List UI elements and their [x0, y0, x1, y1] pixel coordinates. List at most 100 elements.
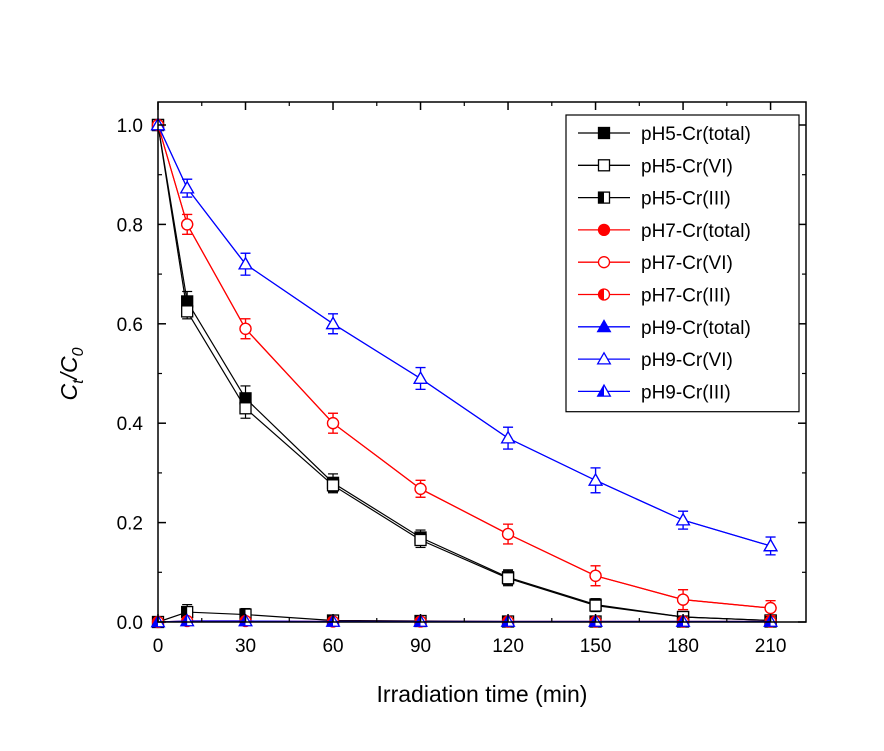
marker-shape	[676, 593, 690, 606]
data-point	[325, 316, 341, 330]
marker-shape	[180, 614, 188, 626]
marker-shape	[238, 256, 253, 270]
marker-shape	[239, 322, 252, 335]
data-point	[500, 430, 516, 444]
marker-shape	[326, 615, 334, 627]
marker-shape	[325, 316, 341, 330]
x-tick-label: 0	[153, 636, 164, 657]
data-point	[179, 180, 195, 194]
legend: pH5-Cr(total) pH5-Cr(VI) pH5-Cr(III) pH7-Cr…	[565, 114, 800, 413]
data-point	[675, 512, 691, 526]
y-axis-title-sub-t: t	[70, 379, 87, 384]
x-tick-label: 90	[410, 636, 431, 657]
data-point	[597, 256, 611, 269]
data-point	[763, 538, 779, 552]
x-axis-ticks: 0 30 60 90 120 150 180 210	[153, 102, 787, 657]
marker-shape	[589, 569, 602, 582]
y-tick-label: 0.6	[117, 315, 143, 336]
marker-shape	[501, 572, 515, 585]
marker-shape	[179, 180, 195, 194]
x-tick-label: 180	[667, 636, 699, 657]
y-axis-title-c: C	[56, 383, 82, 400]
marker-shape	[589, 615, 596, 627]
legend-item: pH5-Cr(III)	[578, 189, 731, 210]
data-point	[326, 417, 340, 430]
plot-border	[157, 101, 807, 623]
marker-shape	[501, 527, 515, 541]
data-point	[501, 572, 515, 585]
marker-shape	[326, 417, 340, 430]
legend-label: pH5-Cr(VI)	[641, 156, 733, 177]
data-point	[596, 351, 612, 365]
legend-item: pH5-Cr(total)	[578, 124, 751, 145]
data-point	[764, 601, 777, 615]
y-tick-label: 0.0	[117, 613, 143, 634]
legend-item: pH9-Cr(total)	[578, 318, 751, 339]
marker-shape	[500, 430, 516, 444]
data-point	[597, 159, 611, 172]
data-point	[414, 482, 427, 495]
marker-shape	[596, 351, 612, 365]
plot-data	[150, 117, 779, 629]
marker-shape	[413, 370, 428, 384]
x-tick-label: 210	[755, 636, 787, 657]
marker-shape	[181, 305, 194, 318]
legend-label: pH9-Cr(III)	[641, 382, 731, 403]
marker-shape	[151, 615, 158, 627]
data-point	[589, 569, 602, 582]
data-point	[597, 223, 611, 237]
marker-shape	[326, 479, 340, 492]
legend-label: pH5-Cr(III)	[641, 189, 731, 210]
y-axis-title-slash-c: /C	[56, 356, 82, 381]
marker-shape	[181, 606, 188, 618]
plot-frame	[157, 101, 807, 623]
marker-shape	[240, 609, 246, 621]
y-tick-label: 0.8	[117, 215, 143, 236]
marker-shape	[597, 159, 611, 172]
data-point	[596, 319, 612, 333]
data-point	[676, 593, 690, 606]
marker-shape	[598, 289, 604, 300]
marker-shape	[763, 538, 779, 552]
legend-label: pH7-Cr(III)	[641, 286, 731, 307]
data-point	[179, 613, 195, 627]
legend-item: pH7-Cr(total)	[578, 221, 751, 242]
x-tick-label: 150	[580, 636, 612, 657]
legend-label: pH5-Cr(total)	[641, 124, 751, 145]
marker-shape	[596, 319, 612, 333]
legend-label: pH7-Cr(VI)	[641, 253, 733, 274]
data-point	[326, 479, 340, 492]
x-tick-label: 30	[235, 636, 256, 657]
y-axis-title: Ct/C0	[56, 347, 87, 400]
data-point	[413, 370, 428, 384]
marker-shape	[676, 615, 684, 627]
data-point	[589, 599, 602, 612]
marker-shape	[588, 472, 603, 486]
legend-label: pH9-Cr(VI)	[641, 350, 733, 371]
x-tick-label: 120	[492, 636, 524, 657]
legend-item: pH9-Cr(III)	[578, 382, 731, 403]
marker-shape	[589, 599, 602, 612]
marker-shape	[597, 256, 611, 269]
marker-shape	[414, 615, 421, 627]
marker-shape	[597, 126, 611, 140]
data-point	[588, 472, 603, 486]
marker-shape	[764, 601, 777, 615]
data-point	[181, 218, 194, 231]
marker-shape	[675, 512, 691, 526]
data-point	[501, 527, 515, 541]
legend-item: pH7-Cr(III)	[578, 286, 731, 307]
marker-shape	[239, 614, 246, 626]
marker-shape	[764, 615, 771, 627]
y-tick-label: 0.4	[117, 414, 144, 435]
y-tick-label: 0.2	[117, 514, 143, 535]
data-point	[238, 256, 253, 270]
marker-shape	[414, 482, 427, 495]
marker-shape	[598, 192, 604, 204]
marker-shape	[597, 223, 611, 237]
marker-shape	[239, 402, 252, 415]
data-point	[597, 126, 611, 140]
data-point	[597, 191, 611, 204]
marker-shape	[501, 615, 509, 627]
